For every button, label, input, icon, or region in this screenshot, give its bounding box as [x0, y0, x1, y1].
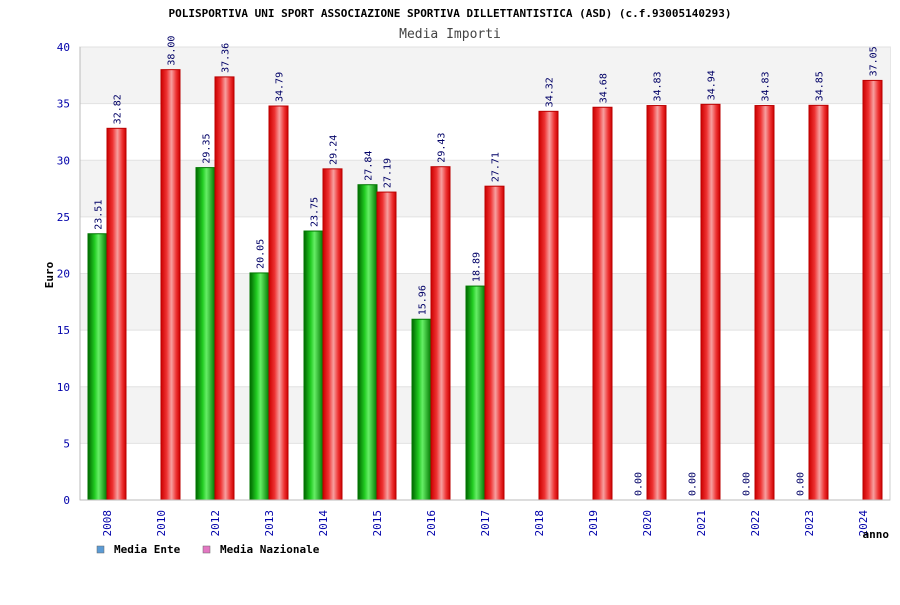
- x-axis: 2008 2010 2012 2013 2014 2015 2016 2017 2018 2019…: [80, 499, 890, 537]
- data-label: 34.94: [707, 70, 718, 100]
- x-axis-label: anno: [863, 528, 890, 541]
- bar-media-nazionale: [862, 79, 883, 501]
- bar-media-ente: [465, 285, 486, 501]
- data-label: 29.43: [437, 133, 448, 163]
- data-label: 0.00: [634, 472, 645, 496]
- data-label: 27.19: [383, 158, 394, 188]
- y-tick-label: 25: [57, 211, 70, 224]
- data-label: 37.36: [221, 43, 232, 73]
- x-tick-label: 2013: [263, 510, 276, 537]
- y-tick-label: 10: [57, 381, 70, 394]
- x-tick-label: 2015: [371, 510, 384, 537]
- bar-media-ente: [357, 184, 378, 501]
- bar-media-nazionale: [646, 105, 667, 501]
- data-label: 0.00: [742, 472, 753, 496]
- data-label: 0.00: [796, 472, 807, 496]
- data-label: 18.89: [472, 252, 483, 282]
- bar-media-nazionale: [268, 105, 289, 501]
- bar-media-ente: [195, 167, 216, 501]
- data-label: 0.00: [688, 472, 699, 496]
- data-label: 23.51: [94, 200, 105, 230]
- y-axis-label: Euro: [43, 261, 56, 288]
- data-label: 34.79: [275, 72, 286, 102]
- y-axis: 0 5 10 15 20 25 30 35 40: [57, 41, 81, 507]
- data-label: 34.83: [761, 71, 772, 101]
- data-label: 27.71: [491, 152, 502, 182]
- bar-media-ente: [411, 318, 432, 501]
- x-tick-label: 2010: [155, 510, 168, 537]
- bar-media-nazionale: [106, 127, 127, 501]
- legend-swatch: [96, 545, 105, 554]
- bar-media-nazionale: [430, 166, 451, 501]
- bar-media-nazionale: [160, 69, 181, 501]
- x-tick-label: 2008: [101, 510, 114, 537]
- x-tick-label: 2020: [641, 510, 654, 537]
- legend-label: Media Ente: [114, 543, 181, 556]
- x-tick-label: 2018: [533, 510, 546, 537]
- chart-title: POLISPORTIVA UNI SPORT ASSOCIAZIONE SPOR…: [169, 7, 732, 20]
- data-label: 37.05: [869, 46, 880, 76]
- bar-media-ente: [249, 272, 270, 501]
- x-tick-label: 2024: [857, 510, 870, 537]
- x-tick-label: 2017: [479, 510, 492, 537]
- bars: 23.51 32.82 38.00 29.35 37.36 20.05 34.79 23.75…: [87, 36, 883, 501]
- x-tick-label: 2014: [317, 510, 330, 537]
- bar-media-nazionale: [322, 168, 343, 501]
- y-tick-label: 0: [63, 494, 70, 507]
- bar-media-nazionale: [592, 106, 613, 501]
- x-tick-label: 2021: [695, 510, 708, 537]
- bar-media-nazionale: [754, 105, 775, 501]
- bar-media-nazionale: [484, 185, 505, 501]
- bar-media-nazionale: [700, 103, 721, 501]
- y-tick-label: 5: [63, 437, 70, 450]
- data-label: 27.84: [364, 151, 375, 181]
- bar-media-nazionale: [538, 110, 559, 501]
- data-label: 15.96: [418, 285, 429, 315]
- data-label: 34.85: [815, 71, 826, 101]
- y-tick-label: 35: [57, 98, 70, 111]
- legend: Media Ente Media Nazionale: [96, 543, 320, 556]
- x-tick-label: 2012: [209, 510, 222, 537]
- y-tick-label: 20: [57, 268, 70, 281]
- data-label: 34.32: [545, 77, 556, 107]
- x-tick-label: 2019: [587, 510, 600, 537]
- bar-media-ente: [87, 233, 108, 501]
- bar-media-nazionale: [808, 104, 829, 501]
- x-tick-label: 2016: [425, 510, 438, 537]
- x-tick-label: 2023: [803, 510, 816, 537]
- y-tick-label: 15: [57, 324, 70, 337]
- bar-media-nazionale: [376, 191, 397, 501]
- data-label: 34.68: [599, 73, 610, 103]
- data-label: 34.83: [653, 71, 664, 101]
- legend-label: Media Nazionale: [220, 543, 320, 556]
- bar-media-nazionale: [214, 76, 235, 501]
- data-label: 32.82: [113, 94, 124, 124]
- data-label: 29.35: [202, 134, 213, 164]
- data-label: 38.00: [167, 36, 178, 66]
- x-tick-label: 2022: [749, 510, 762, 537]
- data-label: 23.75: [310, 197, 321, 227]
- data-label: 20.05: [256, 239, 267, 269]
- y-tick-label: 40: [57, 41, 70, 54]
- y-tick-label: 30: [57, 154, 70, 167]
- bar-media-ente: [303, 230, 324, 501]
- data-label: 29.24: [329, 135, 340, 165]
- chart-subtitle: Media Importi: [399, 27, 501, 42]
- legend-swatch: [202, 545, 211, 554]
